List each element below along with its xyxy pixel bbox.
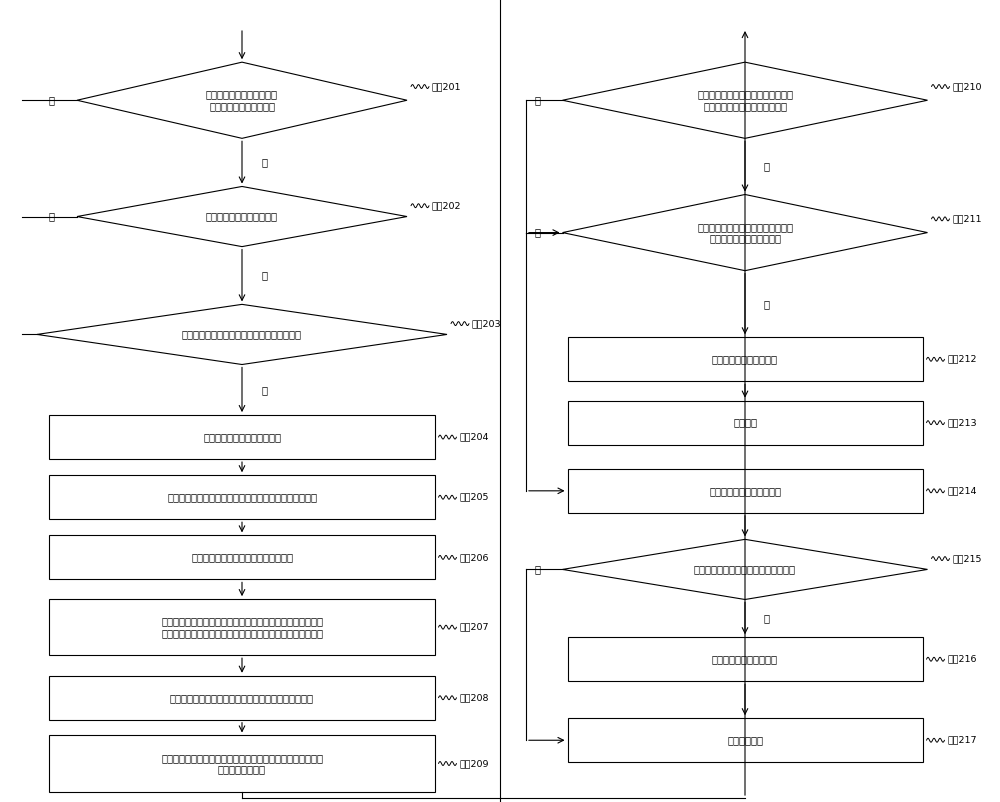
Text: 步骤209: 步骤209 bbox=[460, 759, 489, 768]
Text: 否: 否 bbox=[261, 385, 267, 395]
Text: 计算所述其他动力电池单体的性能参数的均值和标准差: 计算所述其他动力电池单体的性能参数的均值和标准差 bbox=[170, 693, 314, 703]
Text: 否: 否 bbox=[49, 95, 55, 105]
Bar bbox=[49, 415, 434, 459]
Text: 步骤212: 步骤212 bbox=[948, 354, 977, 364]
Polygon shape bbox=[562, 63, 928, 139]
Text: 步骤204: 步骤204 bbox=[460, 432, 489, 442]
Text: 是: 是 bbox=[261, 270, 267, 281]
Text: 判断当前的车速是否大于零: 判断当前的车速是否大于零 bbox=[206, 212, 278, 221]
Text: 步骤203: 步骤203 bbox=[472, 319, 502, 328]
Text: 确定动力电池故障是误报: 确定动力电池故障是误报 bbox=[712, 354, 778, 364]
Text: 清除误报: 清除误报 bbox=[733, 418, 757, 427]
Text: 在动力电池中确定出现性能参数异常的故障动力电池单体: 在动力电池中确定出现性能参数异常的故障动力电池单体 bbox=[167, 492, 317, 502]
Text: 步骤205: 步骤205 bbox=[460, 492, 489, 502]
Text: 否: 否 bbox=[764, 299, 770, 309]
Bar bbox=[568, 337, 922, 381]
Text: 步骤217: 步骤217 bbox=[948, 735, 977, 745]
Text: 步骤214: 步骤214 bbox=[948, 486, 977, 496]
Text: 获取故障动力电池单体出现故障时的异常性能参数，以及故障
动力电池单体所在的电池模组中其他动力电池单体的性能参数: 获取故障动力电池单体出现故障时的异常性能参数，以及故障 动力电池单体所在的电池模… bbox=[161, 617, 323, 638]
Text: 步骤216: 步骤216 bbox=[948, 654, 977, 664]
Text: 步骤210: 步骤210 bbox=[952, 82, 982, 91]
Text: 确定故障动力电池单体所在的电池模组: 确定故障动力电池单体所在的电池模组 bbox=[191, 553, 293, 562]
Bar bbox=[568, 637, 922, 682]
Text: 是: 是 bbox=[261, 157, 267, 168]
Text: 否: 否 bbox=[534, 565, 540, 574]
Text: 步骤206: 步骤206 bbox=[460, 553, 489, 562]
Text: 步骤211: 步骤211 bbox=[952, 214, 982, 224]
Bar bbox=[49, 599, 434, 655]
Text: 步骤215: 步骤215 bbox=[952, 554, 982, 563]
Bar bbox=[568, 719, 922, 762]
Text: 确定动力电池故障不是误报: 确定动力电池故障不是误报 bbox=[709, 486, 781, 496]
Text: 判断当前的车速是否大于故障限制车速: 判断当前的车速是否大于故障限制车速 bbox=[694, 565, 796, 574]
Text: 步骤208: 步骤208 bbox=[460, 693, 489, 703]
Bar bbox=[49, 735, 434, 792]
Text: 是: 是 bbox=[764, 614, 770, 623]
Text: 是: 是 bbox=[534, 228, 540, 237]
Text: 步骤202: 步骤202 bbox=[432, 201, 462, 210]
Text: 判断异常性能参数在所述正态分布中
的概率是否小于预设的概率阈值: 判断异常性能参数在所述正态分布中 的概率是否小于预设的概率阈值 bbox=[697, 90, 793, 111]
Text: 步骤207: 步骤207 bbox=[460, 622, 489, 632]
Text: 是: 是 bbox=[534, 95, 540, 105]
Bar bbox=[49, 536, 434, 579]
Text: 通过监测动力电池的性能参
数判断动力电池是否故障: 通过监测动力电池的性能参 数判断动力电池是否故障 bbox=[206, 90, 278, 111]
Text: 关闭动力电池: 关闭动力电池 bbox=[727, 735, 763, 745]
Polygon shape bbox=[77, 63, 407, 139]
Polygon shape bbox=[77, 187, 407, 247]
Text: 根据所述其他动力电池单体的性能参数的均值和标准差计算性
能参数的正态分布: 根据所述其他动力电池单体的性能参数的均值和标准差计算性 能参数的正态分布 bbox=[161, 753, 323, 774]
Text: 步骤213: 步骤213 bbox=[948, 418, 977, 427]
Bar bbox=[49, 675, 434, 720]
Text: 步骤201: 步骤201 bbox=[432, 82, 462, 91]
Text: 否: 否 bbox=[49, 212, 55, 221]
Bar bbox=[568, 468, 922, 513]
Text: 否: 否 bbox=[764, 161, 770, 172]
Bar bbox=[49, 475, 434, 520]
Polygon shape bbox=[37, 305, 447, 364]
Bar bbox=[568, 401, 922, 445]
Polygon shape bbox=[562, 540, 928, 600]
Text: 确定满足进行二次诊断的条件: 确定满足进行二次诊断的条件 bbox=[203, 432, 281, 442]
Text: 降低动力电池的输出功率: 降低动力电池的输出功率 bbox=[712, 654, 778, 664]
Text: 判断性能参数的变化率是否大于预设的标定值: 判断性能参数的变化率是否大于预设的标定值 bbox=[182, 330, 302, 339]
Polygon shape bbox=[562, 195, 928, 271]
Text: 监测故障动力电池单体的性能参数在
预设的监测时间内是否变化: 监测故障动力电池单体的性能参数在 预设的监测时间内是否变化 bbox=[697, 222, 793, 243]
